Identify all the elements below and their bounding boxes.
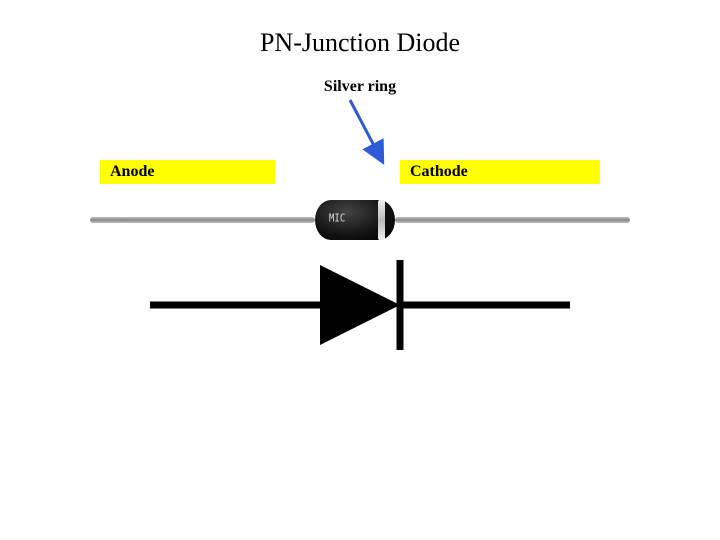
cathode-label: Cathode bbox=[400, 160, 600, 184]
symbol-triangle bbox=[320, 265, 400, 345]
page-title: PN-Junction Diode bbox=[260, 28, 460, 58]
silver-ring-label: Silver ring bbox=[324, 78, 396, 96]
cathode-ring bbox=[378, 200, 385, 240]
arrow-line bbox=[350, 100, 380, 157]
diode-body: MIC bbox=[315, 200, 395, 240]
diode-schematic-symbol bbox=[150, 255, 570, 355]
anode-lead bbox=[90, 217, 315, 223]
cathode-lead bbox=[395, 217, 630, 223]
diode-marking: MIC bbox=[329, 213, 345, 225]
physical-diode: MIC bbox=[90, 200, 630, 240]
arrow-icon bbox=[345, 95, 395, 165]
anode-label: Anode bbox=[100, 160, 275, 184]
